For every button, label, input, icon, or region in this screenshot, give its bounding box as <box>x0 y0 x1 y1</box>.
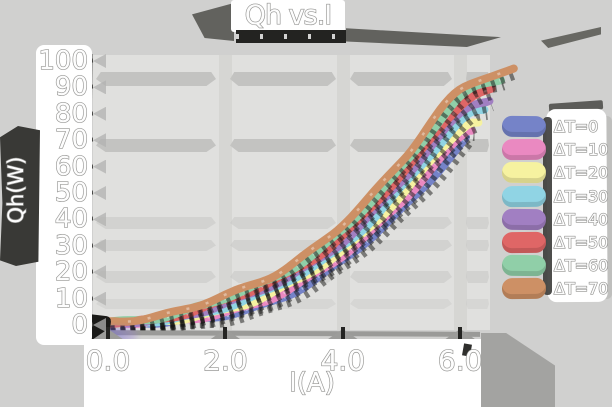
legend-swatch <box>501 138 547 161</box>
legend-swatch <box>501 208 547 231</box>
gridline <box>230 217 336 229</box>
gridline <box>350 299 452 309</box>
gridline <box>96 299 216 309</box>
legend-swatch <box>501 115 547 138</box>
y-tick-label: 10 <box>54 283 88 314</box>
gridline-vertical <box>336 55 350 330</box>
title-shadow-left <box>192 3 234 41</box>
title-halo <box>231 0 345 32</box>
y-tick-label: 90 <box>54 72 88 103</box>
y-tick-label: 20 <box>54 257 88 288</box>
y-tick-label: 40 <box>54 204 88 235</box>
y-tick-label: 30 <box>54 230 88 261</box>
y-tick-label: 60 <box>54 151 88 182</box>
chart-title: Qh vs.I <box>244 0 333 32</box>
x-tick-label: 0.0 <box>85 343 131 377</box>
gridline <box>96 139 216 152</box>
y-tick-label: 50 <box>54 177 88 208</box>
title-shadow-right <box>346 28 501 47</box>
y-tick-label: 70 <box>54 125 88 156</box>
y-axis-label-shadow <box>0 126 40 266</box>
y-axis-label: Qh(W) <box>3 156 28 224</box>
gridline <box>96 240 216 251</box>
gridline-vertical <box>454 55 468 330</box>
plot-area <box>93 55 490 330</box>
gridline <box>96 271 216 283</box>
legend-swatch <box>501 278 547 300</box>
gridline <box>230 240 336 251</box>
legend-label: ΔT=0 <box>553 116 599 136</box>
gridline-vertical <box>219 55 233 330</box>
gridline <box>466 217 489 229</box>
gridline <box>466 240 489 251</box>
gridline <box>466 271 489 283</box>
gridline <box>230 72 336 86</box>
x-axis-label: I(A) <box>288 367 335 398</box>
title-drop-shadow <box>236 30 346 43</box>
legend-label: ΔT=70 <box>553 279 609 299</box>
legend-label: ΔT=10 <box>553 140 609 160</box>
x-tick-label: 4.0 <box>320 343 366 377</box>
gridline <box>350 240 452 251</box>
x-tick-mark <box>223 327 228 345</box>
legend-label: ΔT=20 <box>553 163 609 183</box>
gridline <box>466 299 489 309</box>
x-tick-label-halo <box>84 339 481 407</box>
gridline <box>466 72 489 86</box>
y-tick-label: 80 <box>54 98 88 129</box>
gridline <box>230 299 336 309</box>
legend-swatch <box>501 254 547 277</box>
legend-swatch <box>501 185 547 207</box>
gridline <box>350 72 452 86</box>
gridline <box>350 139 452 152</box>
x-tick-mark <box>458 327 463 345</box>
x-tick-label: 2.0 <box>202 343 248 377</box>
title-shadow-far-right <box>541 27 601 48</box>
legend-swatch <box>501 162 547 184</box>
gridline <box>230 139 336 152</box>
gridline <box>96 217 216 229</box>
gridline <box>350 271 452 283</box>
gridline <box>350 217 452 229</box>
legend-shadow-mid <box>543 117 552 295</box>
x-axis-spine <box>91 330 481 337</box>
gridline <box>230 271 336 283</box>
legend-label: ΔT=50 <box>553 232 609 252</box>
legend-swatch <box>501 231 547 254</box>
x-tick-mark <box>340 327 345 345</box>
y-tick-label-halo <box>36 45 92 345</box>
legend-label: ΔT=30 <box>553 186 609 206</box>
legend-label: ΔT=40 <box>553 209 609 229</box>
gridline <box>466 139 489 152</box>
x-tick-label: 6.0 <box>437 343 483 377</box>
x-tick-mark <box>106 327 110 345</box>
legend-label: ΔT=60 <box>553 256 609 276</box>
y-tick-label: 100 <box>38 45 89 76</box>
gridline <box>96 72 216 86</box>
y-tick-label: 0 <box>71 309 89 340</box>
